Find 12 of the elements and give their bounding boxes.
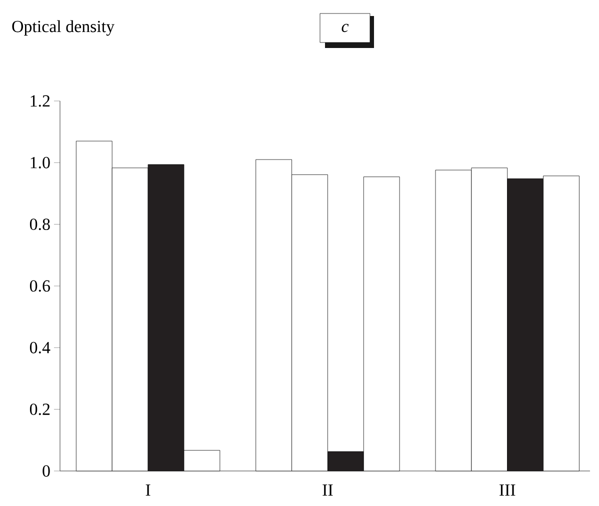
y-tick-label: 1.0 — [30, 156, 50, 168]
y-tick-label: 0.2 — [30, 404, 50, 416]
y-tick-label: 0.4 — [30, 342, 50, 354]
x-tick-label: III — [500, 484, 516, 496]
y-tick-label: 1.2 — [30, 95, 50, 107]
y-axis-title: Optical density — [12, 20, 114, 36]
x-tick-label: II — [322, 484, 333, 496]
x-tick-label: I — [146, 484, 150, 496]
y-tick-label: 0 — [42, 465, 50, 477]
text: c — [342, 24, 349, 32]
y-tick-label: 0.6 — [30, 280, 50, 292]
y-tick-label: 0.8 — [30, 218, 50, 230]
